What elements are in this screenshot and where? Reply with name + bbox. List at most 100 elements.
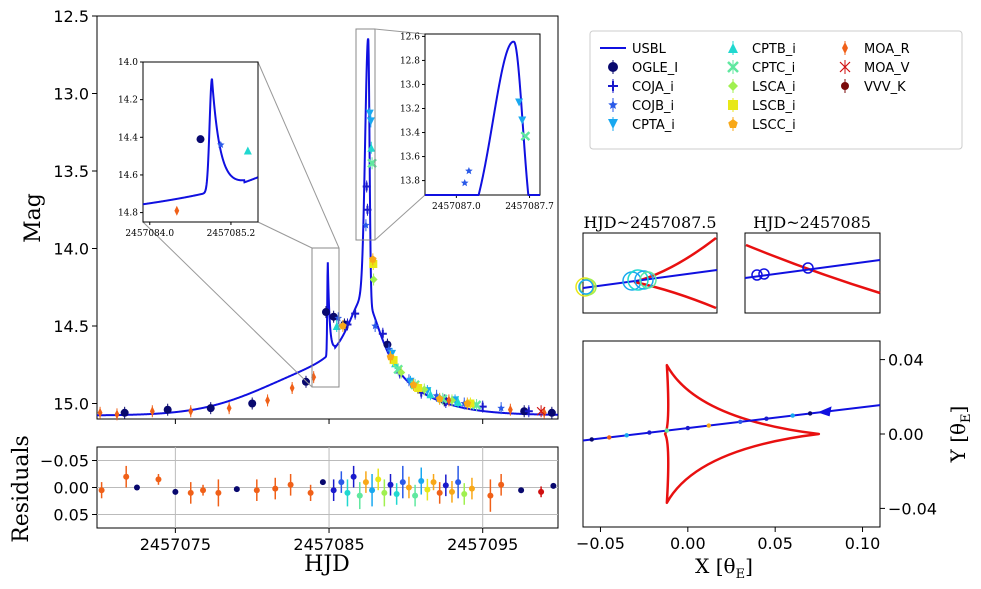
zoom-box-right xyxy=(355,28,376,241)
trajectory-arrow xyxy=(817,406,832,417)
y-tick-label: 13.0 xyxy=(53,85,89,104)
data-point xyxy=(363,205,372,214)
data-point xyxy=(367,143,376,152)
residual-point xyxy=(387,481,394,488)
trajectory-point xyxy=(589,437,594,442)
residual-point xyxy=(338,479,345,486)
data-point xyxy=(465,166,473,175)
data-point xyxy=(383,340,392,349)
data-point xyxy=(728,81,738,91)
residual-point xyxy=(356,492,363,499)
residual-point xyxy=(448,488,455,495)
legend-label: OGLE_I xyxy=(632,61,678,76)
caustic-x-tick-label: 0.10 xyxy=(845,534,881,553)
light-curve-model xyxy=(97,38,558,417)
residual-point xyxy=(436,489,443,496)
data-point xyxy=(414,384,423,392)
inset-model-line xyxy=(142,78,259,206)
inset-x-tick-label: 2457087.7 xyxy=(505,202,554,212)
legend-label: CPTB_i xyxy=(752,42,796,57)
residual-y-tick-label: 0.05 xyxy=(53,506,89,525)
residual-point xyxy=(330,487,337,494)
inset-right-frame xyxy=(424,33,541,196)
x-tick-label: 2457095 xyxy=(447,535,518,554)
residual-point xyxy=(350,473,357,480)
zoom-connector xyxy=(142,221,313,388)
data-point xyxy=(226,403,232,414)
source-circle xyxy=(758,268,770,280)
inset-y-tick-label: 13.4 xyxy=(400,129,420,139)
legend-label: VVV_K xyxy=(864,80,906,95)
residual-point xyxy=(518,487,525,494)
y-tick-label: 12.5 xyxy=(53,7,89,26)
residual-point xyxy=(133,484,140,491)
data-point xyxy=(196,135,205,144)
legend-label: LSCC_i xyxy=(752,118,796,133)
residual-y-tick-label: −0.05 xyxy=(40,452,89,471)
inset-x-tick-label: 2457087.0 xyxy=(432,202,481,212)
data-point xyxy=(409,380,418,389)
data-point xyxy=(366,117,375,126)
legend-label: CPTA_i xyxy=(632,118,675,133)
data-point xyxy=(426,390,435,399)
residual-point xyxy=(399,479,406,486)
data-point xyxy=(463,399,472,407)
residual-point xyxy=(215,489,222,496)
trajectory-point xyxy=(647,430,652,435)
residual-point xyxy=(461,490,468,497)
light-curve-panel: 12.513.013.514.014.515.0 14.014.214.414.… xyxy=(21,7,559,424)
residual-point xyxy=(498,481,505,488)
residual-point xyxy=(98,487,105,494)
data-point xyxy=(378,329,387,338)
y-tick-label: 13.5 xyxy=(53,162,89,181)
residual-point xyxy=(123,473,130,480)
residual-point xyxy=(200,487,207,494)
residual-point xyxy=(418,478,425,485)
residual-y-tick-label: 0.00 xyxy=(53,479,89,498)
data-point xyxy=(149,406,155,417)
data-point xyxy=(371,322,379,330)
caustic-x-tick-label: 0.00 xyxy=(670,534,706,553)
legend-label: LSCA_i xyxy=(752,80,796,95)
data-point xyxy=(727,61,739,73)
residual-point xyxy=(412,492,419,499)
inset-y-tick-label: 14.4 xyxy=(118,133,138,143)
x-tick-label: 2457085 xyxy=(293,535,364,554)
source-circle xyxy=(751,269,763,281)
light-curve-frame xyxy=(96,15,559,420)
trajectory-point xyxy=(624,433,629,438)
data-point xyxy=(608,100,618,110)
zoom-2-title: HJD~2457085 xyxy=(753,213,871,232)
data-point xyxy=(321,308,330,317)
residual-point xyxy=(369,487,376,494)
data-point xyxy=(842,42,848,54)
caustic-panel: X [θE] Y [θE] −0.05 0.00 0.05 0.10 −0.04 0.00… xyxy=(576,340,974,582)
data-point xyxy=(524,407,533,416)
x-tick-label: 2457075 xyxy=(140,535,211,554)
data-point xyxy=(362,221,370,229)
inset-y-tick-label: 14.8 xyxy=(118,209,138,219)
residual-point xyxy=(307,489,314,496)
data-point xyxy=(329,312,338,321)
inset-y-tick-label: 14.2 xyxy=(118,96,138,106)
data-point xyxy=(362,182,371,191)
data-point xyxy=(520,131,531,142)
data-point xyxy=(728,100,738,110)
trajectory-point xyxy=(706,423,711,428)
residual-point xyxy=(430,479,437,486)
data-point xyxy=(206,404,215,413)
residual-point xyxy=(381,489,388,496)
data-point xyxy=(435,394,444,403)
inset-model-line xyxy=(425,40,540,196)
y-tick-label: 14.5 xyxy=(53,317,89,336)
inset-y-tick-label: 13.2 xyxy=(400,104,420,114)
legend-label: COJB_i xyxy=(632,99,674,114)
residual-point xyxy=(442,482,449,489)
residual-point xyxy=(455,479,462,486)
data-point xyxy=(97,407,103,418)
data-point xyxy=(339,322,347,330)
trajectory-point xyxy=(738,419,743,425)
residuals-ticks: −0.05 0.00 0.05 2457075 2457085 2457095 xyxy=(40,447,558,554)
y-tick-label: 14.0 xyxy=(53,240,89,259)
source-circle xyxy=(802,262,814,274)
